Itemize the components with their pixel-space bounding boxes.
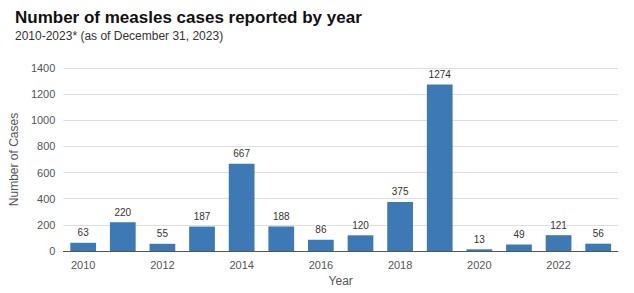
svg-text:49: 49 [513, 229, 525, 240]
svg-text:2010: 2010 [71, 259, 95, 271]
svg-text:13: 13 [474, 234, 486, 245]
svg-text:2014: 2014 [229, 259, 253, 271]
svg-text:800: 800 [37, 140, 55, 152]
svg-text:2010-2023* (as of December 31,: 2010-2023* (as of December 31, 2023) [15, 29, 223, 43]
svg-text:187: 187 [194, 211, 211, 222]
svg-text:2016: 2016 [309, 259, 333, 271]
svg-text:Year: Year [329, 274, 353, 288]
svg-text:Number of Cases: Number of Cases [7, 113, 21, 206]
svg-text:200: 200 [37, 219, 55, 231]
svg-text:Number of measles cases report: Number of measles cases reported by year [15, 8, 362, 27]
svg-text:2020: 2020 [467, 259, 491, 271]
svg-text:63: 63 [78, 227, 90, 238]
svg-text:2012: 2012 [150, 259, 174, 271]
svg-text:375: 375 [392, 186, 409, 197]
svg-text:2022: 2022 [546, 259, 570, 271]
svg-text:220: 220 [114, 207, 131, 218]
svg-text:1274: 1274 [429, 69, 452, 80]
svg-text:1000: 1000 [31, 114, 55, 126]
svg-text:2018: 2018 [388, 259, 412, 271]
svg-text:1400: 1400 [31, 62, 55, 74]
svg-text:400: 400 [37, 193, 55, 205]
svg-text:120: 120 [352, 220, 369, 231]
svg-text:86: 86 [315, 224, 327, 235]
svg-text:1200: 1200 [31, 88, 55, 100]
svg-text:667: 667 [233, 148, 250, 159]
svg-text:600: 600 [37, 167, 55, 179]
svg-text:121: 121 [550, 220, 567, 231]
svg-text:56: 56 [593, 228, 605, 239]
svg-text:0: 0 [49, 245, 55, 257]
svg-text:55: 55 [157, 228, 169, 239]
svg-text:188: 188 [273, 211, 290, 222]
